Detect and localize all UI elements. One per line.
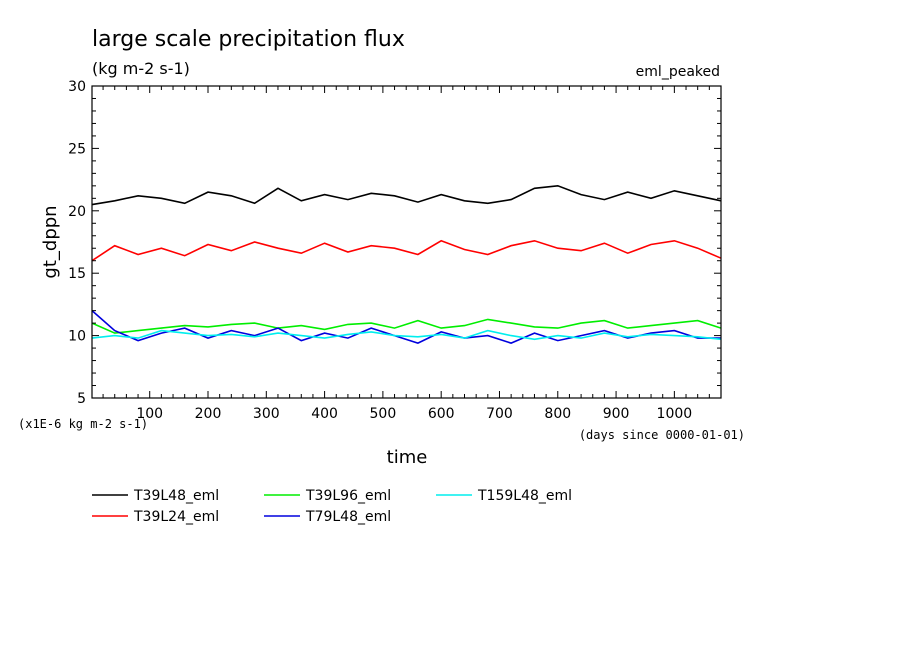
- y-tick-label: 25: [68, 141, 86, 157]
- y-tick-label: 30: [68, 79, 86, 95]
- x-tick-label: 400: [311, 406, 338, 422]
- x-tick-label: 200: [195, 406, 222, 422]
- x-tick-label: 100: [136, 406, 163, 422]
- y-tick-label: 10: [68, 329, 86, 345]
- y-axis-title: gt_dppn: [40, 205, 61, 278]
- y-tick-label: 15: [68, 266, 86, 282]
- x-tick-label: 1000: [657, 406, 693, 422]
- chart-subtitle: (kg m-2 s-1): [92, 59, 190, 78]
- x-tick-label: 500: [370, 406, 397, 422]
- y-tick-label: 5: [77, 391, 86, 407]
- chart-title: large scale precipitation flux: [92, 27, 405, 52]
- series-line-T79L48_eml: [91, 309, 721, 344]
- legend-label: T39L48_eml: [133, 488, 219, 504]
- axis-ticks: [92, 85, 721, 399]
- plot-frame: [91, 85, 722, 399]
- experiment-tag: eml_peaked: [636, 64, 720, 80]
- x-tick-label: 300: [253, 406, 280, 422]
- series-line-T39L24_eml: [91, 239, 722, 262]
- legend: T39L48_eml T39L24_eml T39L96_eml T79L48_eml…: [92, 488, 572, 525]
- legend-label: T39L96_eml: [305, 488, 391, 504]
- x-tick-label: 800: [544, 406, 571, 422]
- plot-lines: [91, 184, 722, 344]
- x-tick-label: 600: [428, 406, 455, 422]
- x-unit-note: (days since 0000-01-01): [579, 428, 745, 442]
- tick-labels: 100 200 300 400 500 600 700 800 900 1000 5 10 15 20 25…: [68, 79, 692, 422]
- y-unit-note: (x1E-6 kg m-2 s-1): [18, 417, 148, 431]
- y-tick-label: 20: [68, 204, 86, 220]
- series-line-T39L96_eml: [91, 318, 722, 334]
- x-axis-title: time: [387, 447, 428, 468]
- legend-label: T39L24_eml: [133, 509, 219, 525]
- x-tick-label: 900: [603, 406, 630, 422]
- series-line-T159L48_eml: [91, 329, 722, 341]
- legend-label: T79L48_eml: [305, 509, 391, 525]
- x-tick-label: 700: [486, 406, 513, 422]
- legend-label: T159L48_eml: [477, 488, 572, 504]
- series-line-T39L48_eml: [91, 184, 722, 206]
